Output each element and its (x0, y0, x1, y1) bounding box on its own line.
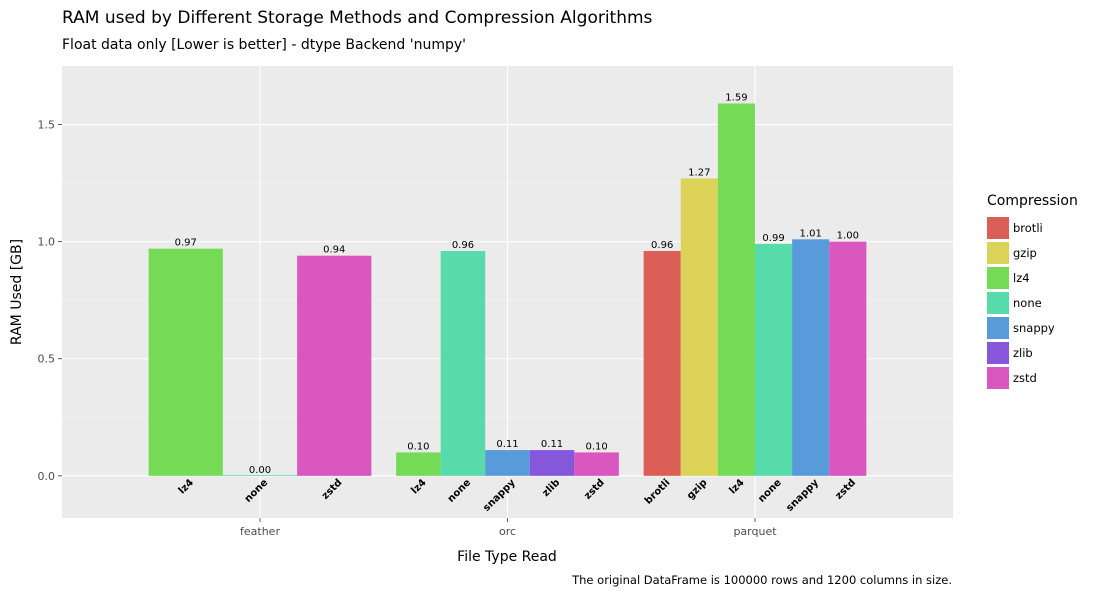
bar (829, 241, 867, 476)
bar-value-label: 0.96 (651, 240, 673, 251)
bar-value-label: 0.10 (407, 441, 429, 452)
legend-label: snappy (1013, 320, 1055, 335)
legend-label: gzip (1013, 245, 1037, 260)
bar (574, 452, 619, 476)
bar (680, 178, 718, 476)
legend-swatch (987, 266, 1009, 289)
chart-subtitle: Float data only [Lower is better] - dtyp… (62, 37, 466, 53)
x-tick-label: feather (240, 525, 280, 538)
bar (792, 239, 830, 476)
legend-item: zstd (987, 365, 1078, 390)
y-axis-label: RAM Used [GB] (9, 239, 25, 345)
bar (717, 103, 755, 476)
legend-swatch (987, 241, 1009, 264)
legend-swatch (987, 216, 1009, 239)
legend-swatch (987, 366, 1009, 389)
legend-label: none (1013, 295, 1042, 310)
bar (643, 251, 681, 476)
legend-swatch (987, 291, 1009, 314)
legend-item: lz4 (987, 265, 1078, 290)
y-tick-label: 1.5 (38, 119, 56, 132)
legend-label: lz4 (1013, 270, 1030, 285)
bar (440, 251, 486, 476)
bar-value-label: 0.96 (452, 240, 474, 251)
legend: Compression brotli gzip lz4 none snappy zlib z… (987, 193, 1078, 390)
bar (396, 452, 441, 476)
chart-title: RAM used by Different Storage Methods an… (62, 8, 653, 28)
legend-item: gzip (987, 240, 1078, 265)
legend-item: brotli (987, 215, 1078, 240)
bar-value-label: 0.97 (175, 238, 197, 249)
x-tick-label: orc (499, 525, 516, 538)
legend-item: zlib (987, 340, 1078, 365)
x-tick-label: parquet (733, 525, 777, 538)
bar-value-label: 0.10 (585, 441, 607, 452)
legend-title: Compression (987, 193, 1078, 209)
bar (529, 450, 575, 476)
y-tick-label: 0.5 (38, 353, 56, 366)
bar (297, 255, 372, 476)
bar-value-label: 0.00 (249, 465, 271, 476)
bar (222, 475, 298, 476)
axes: 0.0 0.5 1.0 1.5 feather orc parquet (38, 119, 778, 538)
bars: 0.97lz40.00none0.94zstd0.10lz40.96none0.… (148, 92, 867, 514)
y-tick-label: 0.0 (38, 470, 56, 483)
bar-value-label: 1.00 (837, 231, 859, 242)
bar-value-label: 0.11 (541, 439, 563, 450)
legend-label: zstd (1013, 370, 1037, 385)
legend-label: zlib (1013, 345, 1033, 360)
legend-label: brotli (1013, 220, 1043, 235)
legend-swatch (987, 316, 1009, 339)
bar (755, 243, 793, 476)
bar-value-label: 0.99 (762, 233, 784, 244)
bar-value-label: 1.27 (688, 167, 710, 178)
bar-value-label: 1.59 (725, 92, 747, 103)
x-axis-label: File Type Read (457, 549, 557, 565)
bar-value-label: 1.01 (800, 228, 822, 239)
bar (485, 450, 530, 476)
bar-value-label: 0.11 (496, 439, 518, 450)
bar-value-label: 0.94 (323, 245, 345, 256)
legend-items: brotli gzip lz4 none snappy zlib zstd (987, 215, 1078, 390)
y-tick-label: 1.0 (38, 236, 56, 249)
chart-caption: The original DataFrame is 100000 rows an… (572, 573, 952, 587)
legend-item: snappy (987, 315, 1078, 340)
legend-swatch (987, 341, 1009, 364)
legend-item: none (987, 290, 1078, 315)
bar (148, 248, 223, 476)
